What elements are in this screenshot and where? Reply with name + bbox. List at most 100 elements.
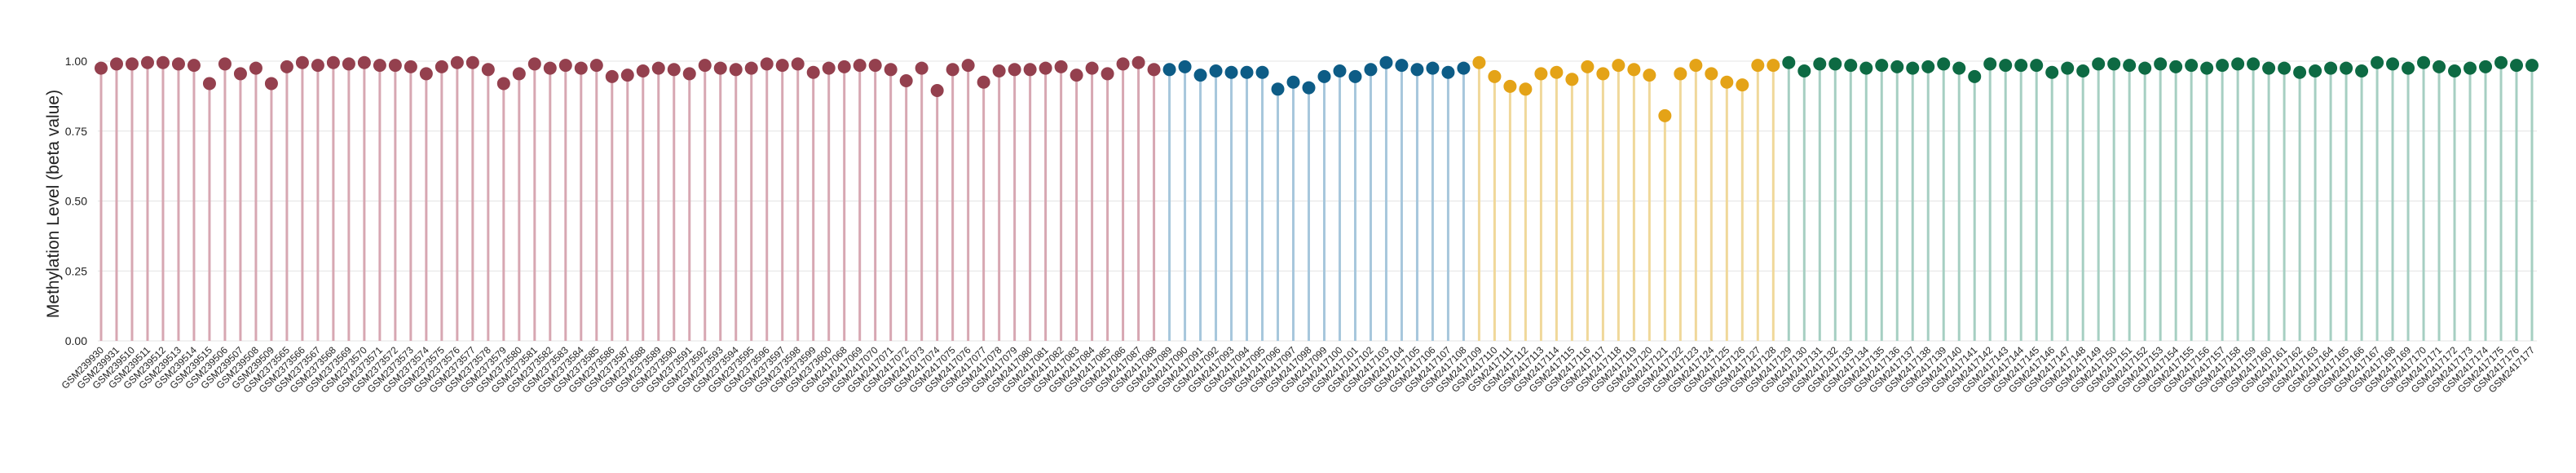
data-point <box>558 59 572 73</box>
data-point <box>156 55 170 69</box>
data-point <box>357 55 371 69</box>
data-point <box>1039 61 1052 75</box>
data-point <box>249 61 262 75</box>
data-point <box>1395 59 1409 73</box>
data-point <box>527 57 541 71</box>
data-point <box>1008 63 1021 77</box>
data-point <box>140 55 154 69</box>
data-point <box>481 63 495 77</box>
data-point <box>218 57 232 71</box>
data-point <box>125 57 139 71</box>
data-point <box>2355 64 2369 78</box>
y-tick-label: 0.50 <box>65 195 87 208</box>
data-point <box>2123 59 2137 73</box>
data-point <box>791 57 805 71</box>
data-point <box>512 67 526 81</box>
data-point <box>2169 60 2183 73</box>
data-point <box>2138 61 2152 75</box>
data-point <box>1472 55 1486 69</box>
data-point <box>1131 55 1145 69</box>
data-point <box>1193 69 1207 82</box>
data-point <box>977 75 990 89</box>
data-point <box>899 74 913 88</box>
data-point <box>233 67 247 81</box>
data-point <box>1070 69 1083 82</box>
data-point <box>775 59 789 73</box>
data-point <box>992 64 1006 78</box>
data-point <box>2185 59 2199 73</box>
data-point <box>1410 63 1424 77</box>
data-point <box>760 57 774 71</box>
data-point <box>1255 65 1269 79</box>
data-point <box>2494 55 2508 69</box>
data-point <box>2092 57 2106 71</box>
data-point <box>1364 63 1378 77</box>
data-point <box>1890 60 1904 73</box>
data-point <box>2154 57 2168 71</box>
data-point <box>1333 64 1347 78</box>
data-point <box>450 55 464 69</box>
data-point <box>1116 57 1130 71</box>
data-point <box>961 59 975 73</box>
data-point <box>1828 57 1842 71</box>
data-point <box>1534 67 1548 81</box>
data-point <box>2479 60 2493 73</box>
data-point <box>1457 61 1471 75</box>
data-point <box>388 59 402 73</box>
data-point <box>1968 69 1982 83</box>
data-point <box>1302 81 1316 95</box>
data-point <box>2324 61 2338 75</box>
data-point <box>1209 64 1223 78</box>
data-point <box>915 61 929 75</box>
data-point <box>1906 61 1920 75</box>
data-point <box>1875 59 1889 73</box>
x-axis-tick-labels: GSM239930GSM239931GSM239510GSM239511GSM2… <box>60 344 2538 395</box>
y-tick-label: 0.75 <box>65 125 87 138</box>
data-point <box>651 61 665 75</box>
data-point <box>2262 61 2276 75</box>
data-point <box>1674 67 1687 81</box>
data-point <box>1921 60 1935 73</box>
data-point <box>1689 59 1703 73</box>
data-point <box>1240 65 1254 79</box>
data-point <box>2464 61 2477 75</box>
data-point <box>589 59 603 73</box>
data-point <box>1379 55 1393 69</box>
data-point <box>946 63 959 77</box>
data-point <box>1782 55 1796 69</box>
data-point <box>574 61 588 75</box>
data-point <box>2293 65 2307 79</box>
data-point <box>109 57 123 71</box>
data-point <box>2107 57 2121 71</box>
data-point <box>1178 60 1192 73</box>
data-point <box>806 65 820 79</box>
data-point <box>1286 75 1300 89</box>
data-point <box>434 60 448 73</box>
data-point <box>744 61 758 75</box>
data-point <box>1627 63 1641 77</box>
data-point <box>2216 59 2230 73</box>
data-point <box>264 77 278 91</box>
data-point <box>1565 73 1579 86</box>
data-point <box>171 57 185 71</box>
data-point <box>1658 108 1672 122</box>
data-point <box>1612 59 1625 73</box>
data-point <box>1751 59 1765 73</box>
data-point <box>2247 57 2261 71</box>
data-point <box>404 60 417 73</box>
data-point <box>1488 69 1502 83</box>
data-point <box>1720 75 1734 89</box>
data-point <box>2402 61 2415 75</box>
data-point <box>2278 61 2291 75</box>
data-point <box>1952 61 1966 75</box>
data-point <box>1596 67 1610 81</box>
data-point <box>543 61 557 75</box>
data-point <box>1147 63 1161 77</box>
data-point <box>1983 57 1997 71</box>
data-point <box>2030 59 2044 73</box>
data-point <box>373 59 386 73</box>
data-point <box>667 63 681 77</box>
data-point <box>1023 63 1037 77</box>
data-point <box>202 77 216 91</box>
